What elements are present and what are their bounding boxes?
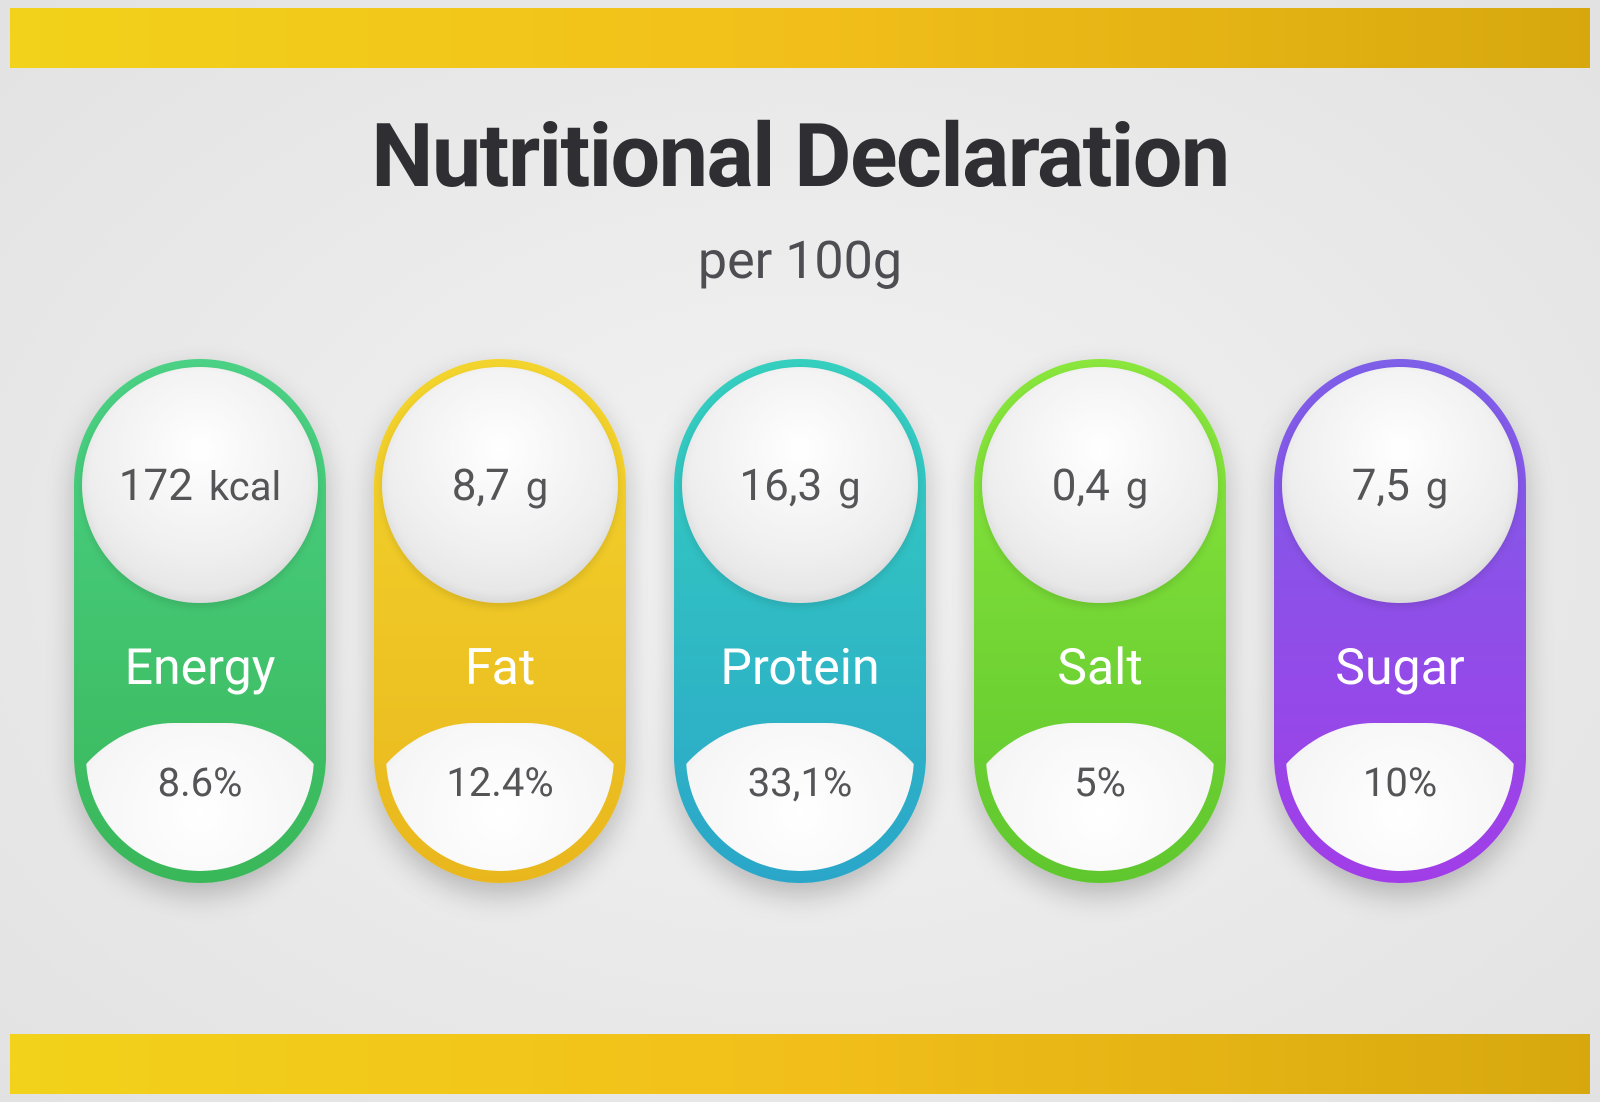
main-title: Nutritional Declaration <box>371 105 1228 208</box>
percent-badge-fat: 12.4% <box>386 723 614 871</box>
nutrient-pill-protein: 16,3 g Protein 33,1% <box>674 359 926 883</box>
value-circle-fat: 8,7 g <box>382 367 618 603</box>
value-circle-protein: 16,3 g <box>682 367 918 603</box>
percent-value-protein: 33,1% <box>686 759 914 806</box>
nutrient-value-energy: 172 kcal <box>119 459 281 511</box>
bottom-gold-band <box>10 1034 1590 1094</box>
value-circle-sugar: 7,5 g <box>1282 367 1518 603</box>
percent-value-salt: 5% <box>986 759 1214 806</box>
nutrient-value-protein: 16,3 g <box>739 459 860 511</box>
percent-badge-protein: 33,1% <box>686 723 914 871</box>
percent-value-sugar: 10% <box>1286 759 1514 806</box>
nutrient-unit-salt: g <box>1116 463 1148 510</box>
nutrient-pills-row: 172 kcal Energy 8.6% 8,7 g Fat 12.4% 16,3 g Pro… <box>74 359 1526 883</box>
nutrition-infographic: Nutritional Declaration per 100g 172 kca… <box>0 0 1600 1102</box>
nutrient-value-fat: 8,7 g <box>452 459 549 511</box>
serving-subtitle: per 100g <box>698 230 902 291</box>
nutrient-label-fat: Fat <box>465 639 535 697</box>
nutrient-unit-fat: g <box>516 463 548 510</box>
percent-value-energy: 8.6% <box>86 759 314 806</box>
nutrient-label-salt: Salt <box>1057 639 1142 697</box>
percent-badge-energy: 8.6% <box>86 723 314 871</box>
top-gold-band <box>10 8 1590 68</box>
value-circle-salt: 0,4 g <box>982 367 1218 603</box>
percent-badge-sugar: 10% <box>1286 723 1514 871</box>
nutrient-pill-fat: 8,7 g Fat 12.4% <box>374 359 626 883</box>
nutrient-pill-sugar: 7,5 g Sugar 10% <box>1274 359 1526 883</box>
nutrient-unit-protein: g <box>828 463 860 510</box>
nutrient-pill-energy: 172 kcal Energy 8.6% <box>74 359 326 883</box>
nutrient-value-sugar: 7,5 g <box>1352 459 1449 511</box>
nutrient-unit-energy: kcal <box>199 463 281 510</box>
percent-badge-salt: 5% <box>986 723 1214 871</box>
value-circle-energy: 172 kcal <box>82 367 318 603</box>
nutrient-pill-salt: 0,4 g Salt 5% <box>974 359 1226 883</box>
nutrient-label-protein: Protein <box>720 639 879 697</box>
nutrient-unit-sugar: g <box>1416 463 1448 510</box>
nutrient-label-energy: Energy <box>125 639 276 697</box>
nutrient-value-salt: 0,4 g <box>1052 459 1149 511</box>
percent-value-fat: 12.4% <box>386 759 614 806</box>
nutrient-label-sugar: Sugar <box>1335 639 1464 697</box>
